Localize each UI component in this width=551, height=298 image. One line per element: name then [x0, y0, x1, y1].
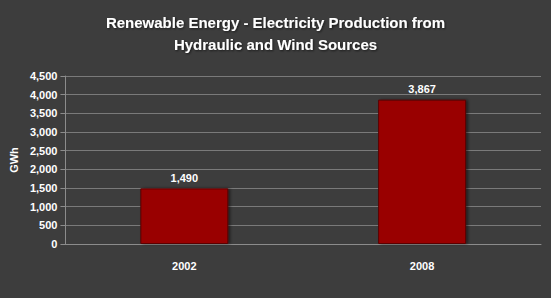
svg-text:1,490: 1,490: [171, 172, 199, 184]
svg-text:2,000: 2,000: [30, 163, 58, 175]
svg-text:Renewable Energy - Electricity: Renewable Energy - Electricity Productio…: [106, 14, 445, 31]
svg-text:4,500: 4,500: [30, 70, 58, 82]
svg-text:2002: 2002: [172, 260, 196, 272]
svg-text:Hydraulic and Wind Sources: Hydraulic and Wind Sources: [174, 36, 377, 53]
svg-text:0: 0: [51, 238, 57, 250]
svg-text:1,500: 1,500: [30, 182, 58, 194]
svg-text:2,500: 2,500: [30, 145, 58, 157]
svg-text:4,000: 4,000: [30, 89, 58, 101]
svg-text:2008: 2008: [410, 260, 434, 272]
svg-text:3,500: 3,500: [30, 107, 58, 119]
svg-text:GWh: GWh: [8, 147, 20, 173]
svg-text:3,000: 3,000: [30, 126, 58, 138]
svg-text:3,867: 3,867: [408, 83, 436, 95]
svg-text:500: 500: [39, 219, 57, 231]
svg-text:1,000: 1,000: [30, 201, 58, 213]
